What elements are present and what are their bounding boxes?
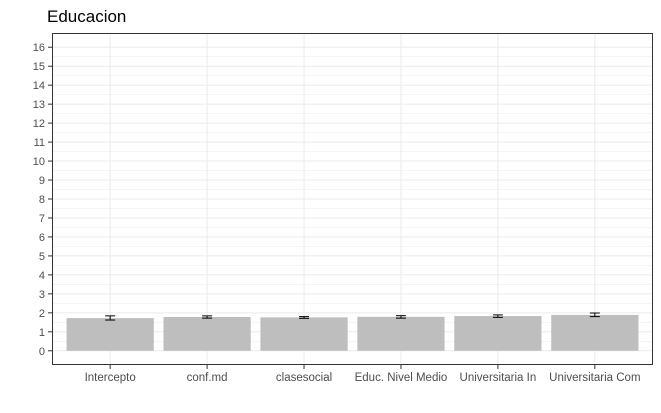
bar [551,314,639,351]
y-tick-label: 4 [39,270,45,282]
y-tick-label: 9 [39,175,45,187]
grid-lines [52,33,653,365]
bar [454,316,542,351]
x-tick-label: conf.md [187,372,228,384]
x-tick-label: Universitaria In [460,372,537,384]
error-bars [105,312,600,321]
y-tick-label: 5 [39,251,45,263]
y-tick-label: 10 [33,156,45,168]
x-tick-label: Universitaria Com [549,372,640,384]
x-tick-label: Educ. Nivel Medio [355,372,448,384]
y-tick-label: 13 [33,99,45,111]
y-tick-label: 2 [39,308,45,320]
y-tick-label: 7 [39,213,45,225]
y-tick-label: 11 [34,137,45,149]
y-tick-label: 1 [39,327,45,339]
x-axis-ticks: Intercepto conf.md clasesocial Educ. Nivel … [85,365,641,384]
error-bar [202,315,213,319]
bar [163,317,251,351]
y-tick-label: 6 [39,232,45,244]
bar [260,317,348,351]
panel-border [52,33,653,365]
x-tick-label: clasesocial [276,372,332,384]
y-tick-label: 12 [33,118,45,130]
y-tick-label: 3 [39,289,45,301]
error-bar [589,312,600,318]
bar [357,316,445,351]
y-tick-label: 14 [33,80,45,92]
y-tick-label: 16 [33,42,45,54]
bar [66,318,154,351]
error-bar [395,315,406,319]
y-tick-label: 8 [39,194,45,206]
x-tick-label: Intercepto [85,372,136,384]
bars [66,314,639,351]
chart-title: Educacion [47,7,126,26]
error-bar [492,314,503,318]
y-tick-label: 15 [33,61,45,73]
y-tick-label: 0 [39,346,45,358]
error-bar [299,316,310,319]
error-bar [105,315,116,321]
